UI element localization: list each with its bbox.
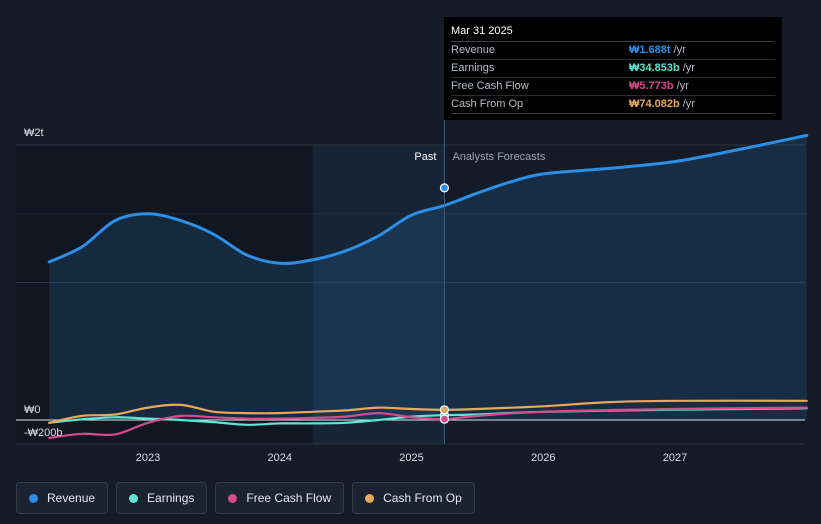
legend: Revenue Earnings Free Cash Flow Cash Fro… (16, 482, 475, 514)
x-tick-label: 2023 (136, 452, 160, 464)
highlight-point-revenue (439, 183, 450, 193)
y-tick-label: ₩0 (24, 404, 41, 416)
tooltip-label: Earnings (451, 62, 495, 74)
tooltip-value: ₩1.688t (629, 44, 671, 56)
series-area-revenue (49, 135, 807, 420)
legend-item-revenue[interactable]: Revenue (16, 482, 109, 514)
tooltip-row-free-cash-flow: Free Cash Flow ₩5.773b /yr (451, 78, 775, 96)
past-label: Past (414, 151, 436, 163)
series-line-revenue (47, 133, 809, 265)
legend-label: Free Cash Flow (246, 491, 332, 505)
legend-item-earnings[interactable]: Earnings (116, 482, 208, 514)
series-line-free-cash-flow (48, 406, 808, 439)
legend-label: Earnings (147, 491, 195, 505)
legend-dot-icon (228, 493, 238, 503)
highlight-point-cash-from-op (439, 405, 450, 415)
x-tick-label: 2026 (531, 452, 555, 464)
x-tick-label: 2024 (268, 452, 292, 464)
tooltip-unit: /yr (682, 98, 695, 110)
tooltip-row-earnings: Earnings ₩34.853b /yr (451, 60, 775, 78)
legend-item-free-cash-flow[interactable]: Free Cash Flow (215, 482, 345, 514)
y-tick-label: -₩200b (24, 427, 63, 439)
x-tick-label: 2027 (663, 452, 687, 464)
legend-dot-icon (29, 493, 38, 503)
tooltip-unit: /yr (682, 62, 695, 74)
tooltip-label: Revenue (451, 44, 496, 56)
tooltip-date: Mar 31 2025 (451, 23, 775, 42)
tooltip-row-cash-from-op: Cash From Op ₩74.082b /yr (451, 96, 775, 114)
legend-dot-icon (129, 493, 139, 503)
y-tick-label: ₩2t (24, 127, 44, 139)
tooltip-unit: /yr (673, 44, 686, 56)
legend-label: Revenue (47, 491, 96, 505)
tooltip: Mar 31 2025 Revenue ₩1.688t /yr Earnings… (444, 17, 782, 120)
tooltip-label: Free Cash Flow (451, 80, 529, 92)
legend-item-cash-from-op[interactable]: Cash From Op (352, 482, 475, 514)
legend-label: Cash From Op (383, 491, 462, 505)
past-highlight-band (312, 145, 445, 444)
series-line-cash-from-op (48, 399, 808, 424)
tooltip-row-revenue: Revenue ₩1.688t /yr (451, 42, 775, 60)
forecast-label: Analysts Forecasts (452, 151, 545, 163)
legend-dot-icon (365, 493, 375, 503)
tooltip-value: ₩5.773b (629, 80, 674, 92)
chart-canvas: Past Analysts Forecasts ₩2t ₩0 -₩200b 2023 202… (16, 18, 809, 464)
highlight-point-free-cash-flow (439, 414, 450, 424)
tooltip-label: Cash From Op (451, 98, 524, 110)
tooltip-value: ₩34.853b (629, 62, 680, 74)
tooltip-value: ₩74.082b (629, 98, 680, 110)
tooltip-unit: /yr (676, 80, 689, 92)
x-tick-label: 2025 (399, 452, 423, 464)
